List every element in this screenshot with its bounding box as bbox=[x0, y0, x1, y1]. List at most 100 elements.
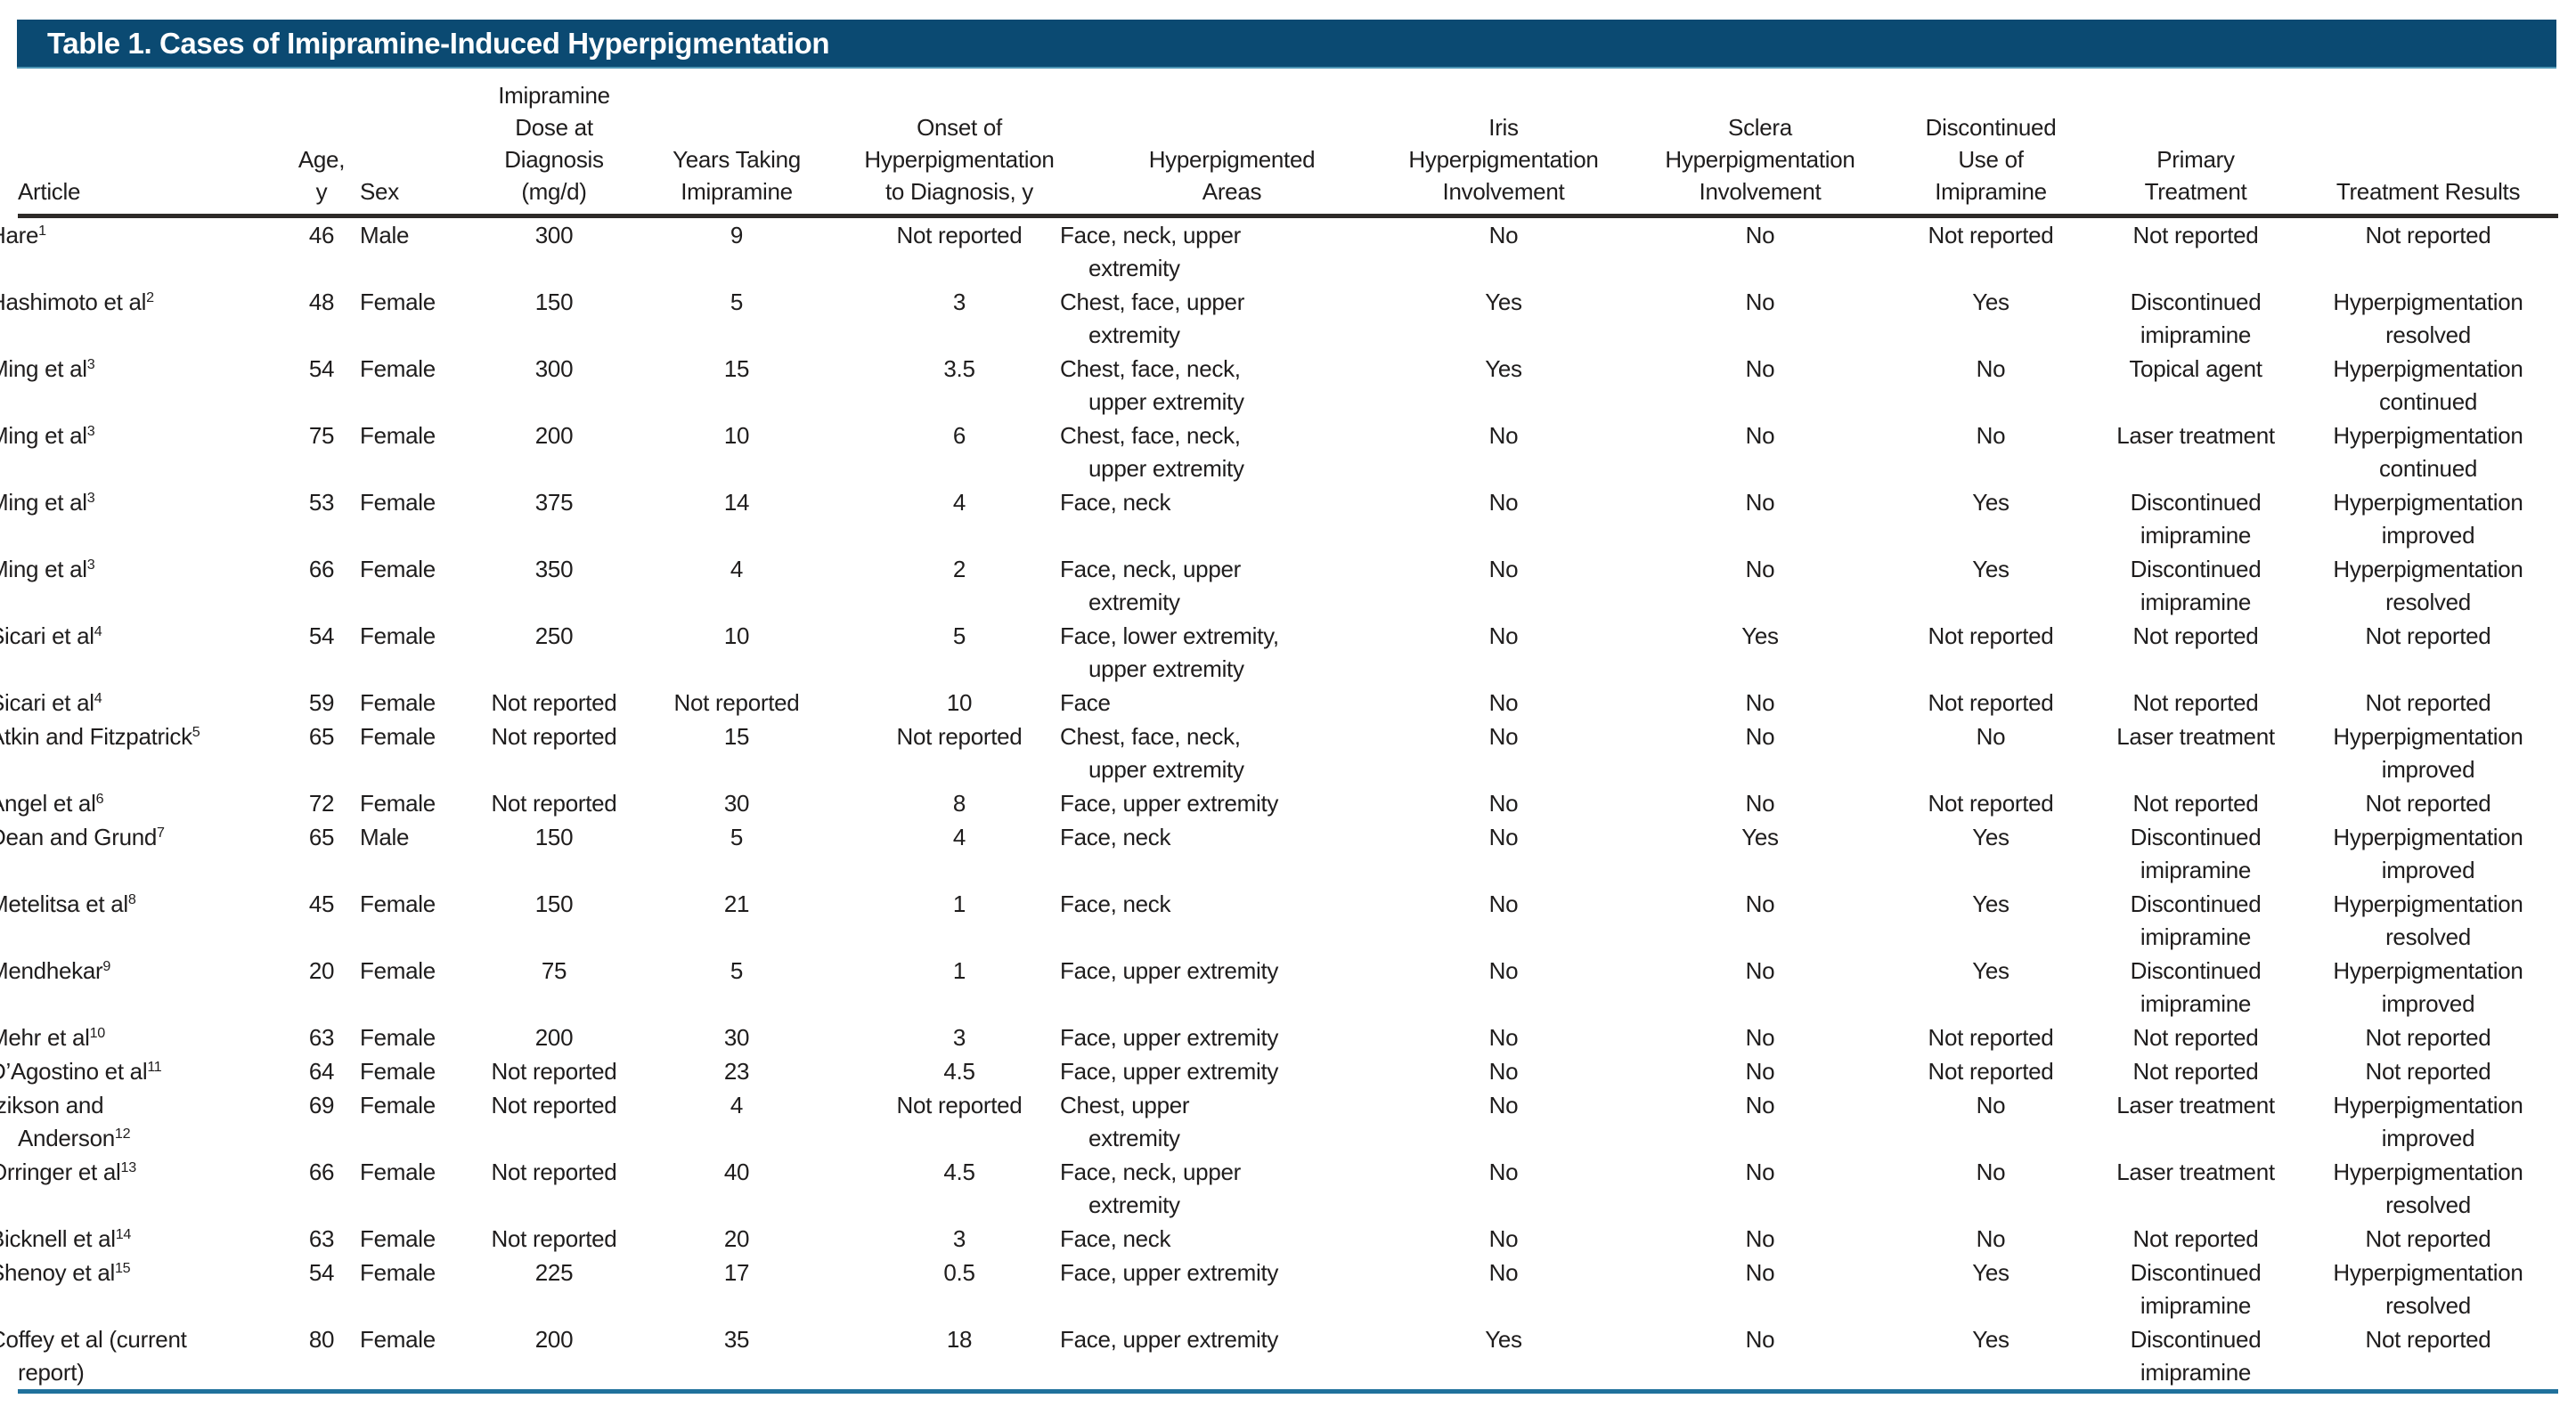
cell-iris: No bbox=[1488, 1058, 1519, 1085]
cell-results: Not reported bbox=[2365, 1024, 2491, 1051]
cell-years: 17 bbox=[723, 1259, 750, 1286]
cell-onset: 4 bbox=[952, 824, 966, 850]
cell-years: 10 bbox=[723, 422, 750, 449]
cell-areas: Face, upper extremity bbox=[1060, 790, 1279, 817]
cell-sclera: No bbox=[1745, 957, 1775, 984]
cell-discontinued: Yes bbox=[1972, 890, 2009, 917]
cell-onset: 5 bbox=[952, 622, 966, 649]
cell-article: Sicari et al4 bbox=[0, 622, 102, 649]
cell-years: 35 bbox=[723, 1326, 750, 1353]
cell-years: 30 bbox=[723, 790, 750, 817]
cell-dose: 150 bbox=[534, 289, 574, 315]
cell-onset: 6 bbox=[952, 422, 966, 449]
cell-age: 66 bbox=[308, 556, 335, 582]
cell-areas: Chest, upper extremity bbox=[1060, 1092, 1190, 1151]
cell-discontinued: Yes bbox=[1972, 957, 2009, 984]
cell-primary: Not reported bbox=[2132, 1058, 2259, 1085]
cell-dose: 225 bbox=[534, 1259, 574, 1286]
cell-onset: 3 bbox=[952, 289, 966, 315]
col-header-areas: Hyperpigmented Areas bbox=[1088, 79, 1375, 218]
table-row: Hare1 46 Male 300 9 Not reported Face, neck, u… bbox=[0, 216, 2558, 286]
cell-dose: Not reported bbox=[491, 790, 617, 817]
cell-article: Hashimoto et al2 bbox=[0, 289, 154, 315]
reference-superscript: 15 bbox=[114, 1260, 131, 1277]
cell-dose: 250 bbox=[534, 622, 574, 649]
cell-results: Not reported bbox=[2365, 1326, 2491, 1353]
cell-article: Dean and Grund7 bbox=[0, 824, 165, 850]
reference-superscript: 9 bbox=[102, 958, 111, 975]
reference-superscript: 6 bbox=[95, 791, 104, 808]
cell-primary: Discontinued imipramine bbox=[2130, 1259, 2262, 1319]
cell-years: 21 bbox=[723, 890, 750, 917]
cell-iris: No bbox=[1488, 1259, 1519, 1286]
cell-sex: Female bbox=[360, 1092, 436, 1118]
cell-article: Ming et al3 bbox=[0, 422, 95, 449]
cell-dose: 350 bbox=[534, 556, 574, 582]
col-header-age: Age, y bbox=[283, 79, 360, 218]
cell-iris: No bbox=[1488, 689, 1519, 716]
cell-sex: Female bbox=[360, 422, 436, 449]
cell-sclera: No bbox=[1745, 790, 1775, 817]
table-row: Sicari et al4 54 Female 250 10 5 Face, lower e… bbox=[0, 619, 2558, 686]
cell-sex: Female bbox=[360, 890, 436, 917]
cell-age: 54 bbox=[308, 622, 335, 649]
table-row: Ming et al3 66 Female 350 4 2 Face, neck, uppe… bbox=[0, 552, 2558, 619]
cell-iris: No bbox=[1488, 1159, 1519, 1185]
cell-onset: 3.5 bbox=[943, 355, 975, 382]
cell-discontinued: No bbox=[1976, 723, 2006, 750]
cell-age: 59 bbox=[308, 689, 335, 716]
reference-superscript: 10 bbox=[89, 1025, 106, 1042]
cell-results: Hyperpigmentation continued bbox=[2333, 355, 2523, 415]
cell-results: Hyperpigmentation resolved bbox=[2333, 1259, 2523, 1319]
cell-areas: Face, upper extremity bbox=[1060, 957, 1279, 984]
cell-primary: Laser treatment bbox=[2116, 723, 2275, 750]
cell-primary: Laser treatment bbox=[2116, 1092, 2275, 1118]
cell-sclera: Yes bbox=[1741, 824, 1779, 850]
cell-iris: No bbox=[1488, 489, 1519, 516]
cell-years: 23 bbox=[723, 1058, 750, 1085]
cell-age: 64 bbox=[308, 1058, 335, 1085]
cell-age: 75 bbox=[308, 422, 335, 449]
cell-primary: Not reported bbox=[2132, 790, 2259, 817]
cell-onset: 3 bbox=[952, 1225, 966, 1252]
cell-areas: Face bbox=[1060, 689, 1111, 716]
cell-years: Not reported bbox=[673, 689, 800, 716]
cell-sex: Female bbox=[360, 355, 436, 382]
cell-article: Shenoy et al15 bbox=[0, 1259, 131, 1286]
cell-iris: No bbox=[1488, 556, 1519, 582]
cell-age: 66 bbox=[308, 1159, 335, 1185]
cell-dose: Not reported bbox=[491, 1225, 617, 1252]
cell-primary: Not reported bbox=[2132, 1024, 2259, 1051]
cell-article: Ming et al3 bbox=[0, 355, 95, 382]
header-row: Article Age, y Sex Imipramine Dose at Diagn… bbox=[18, 79, 2558, 218]
cell-sex: Female bbox=[360, 1024, 436, 1051]
reference-superscript: 14 bbox=[115, 1226, 132, 1243]
cell-dose: 200 bbox=[534, 1024, 574, 1051]
cell-areas: Face, upper extremity bbox=[1060, 1326, 1279, 1353]
cell-dose: 75 bbox=[541, 957, 567, 984]
cell-years: 40 bbox=[723, 1159, 750, 1185]
cell-areas: Face, neck, upper extremity bbox=[1060, 1159, 1242, 1218]
page: Table 1. Cases of Imipramine-Induced Hyp… bbox=[0, 20, 2576, 1415]
cell-iris: No bbox=[1488, 890, 1519, 917]
cell-primary: Discontinued imipramine bbox=[2130, 1326, 2262, 1386]
cell-sclera: No bbox=[1745, 1259, 1775, 1286]
cell-onset: 18 bbox=[946, 1326, 973, 1353]
cell-sex: Female bbox=[360, 790, 436, 817]
cell-age: 63 bbox=[308, 1225, 335, 1252]
cell-iris: No bbox=[1488, 1092, 1519, 1118]
cell-article: Hare1 bbox=[0, 222, 46, 248]
cell-age: 54 bbox=[308, 355, 335, 382]
cell-article: Angel et al6 bbox=[0, 790, 104, 817]
cell-discontinued: Not reported bbox=[1928, 689, 2054, 716]
cell-sclera: No bbox=[1745, 689, 1775, 716]
cell-dose: Not reported bbox=[491, 723, 617, 750]
cell-primary: Discontinued imipramine bbox=[2130, 890, 2262, 950]
table-row: Angel et al6 72 Female Not reported 30 8 Face,… bbox=[0, 786, 2558, 820]
cell-areas: Face, neck bbox=[1060, 824, 1171, 850]
reference-superscript: 3 bbox=[86, 423, 95, 440]
table-title-bar: Table 1. Cases of Imipramine-Induced Hyp… bbox=[17, 20, 2556, 69]
cell-discontinued: Yes bbox=[1972, 1326, 2009, 1353]
cell-years: 15 bbox=[723, 355, 750, 382]
reference-superscript: 1 bbox=[38, 223, 46, 240]
